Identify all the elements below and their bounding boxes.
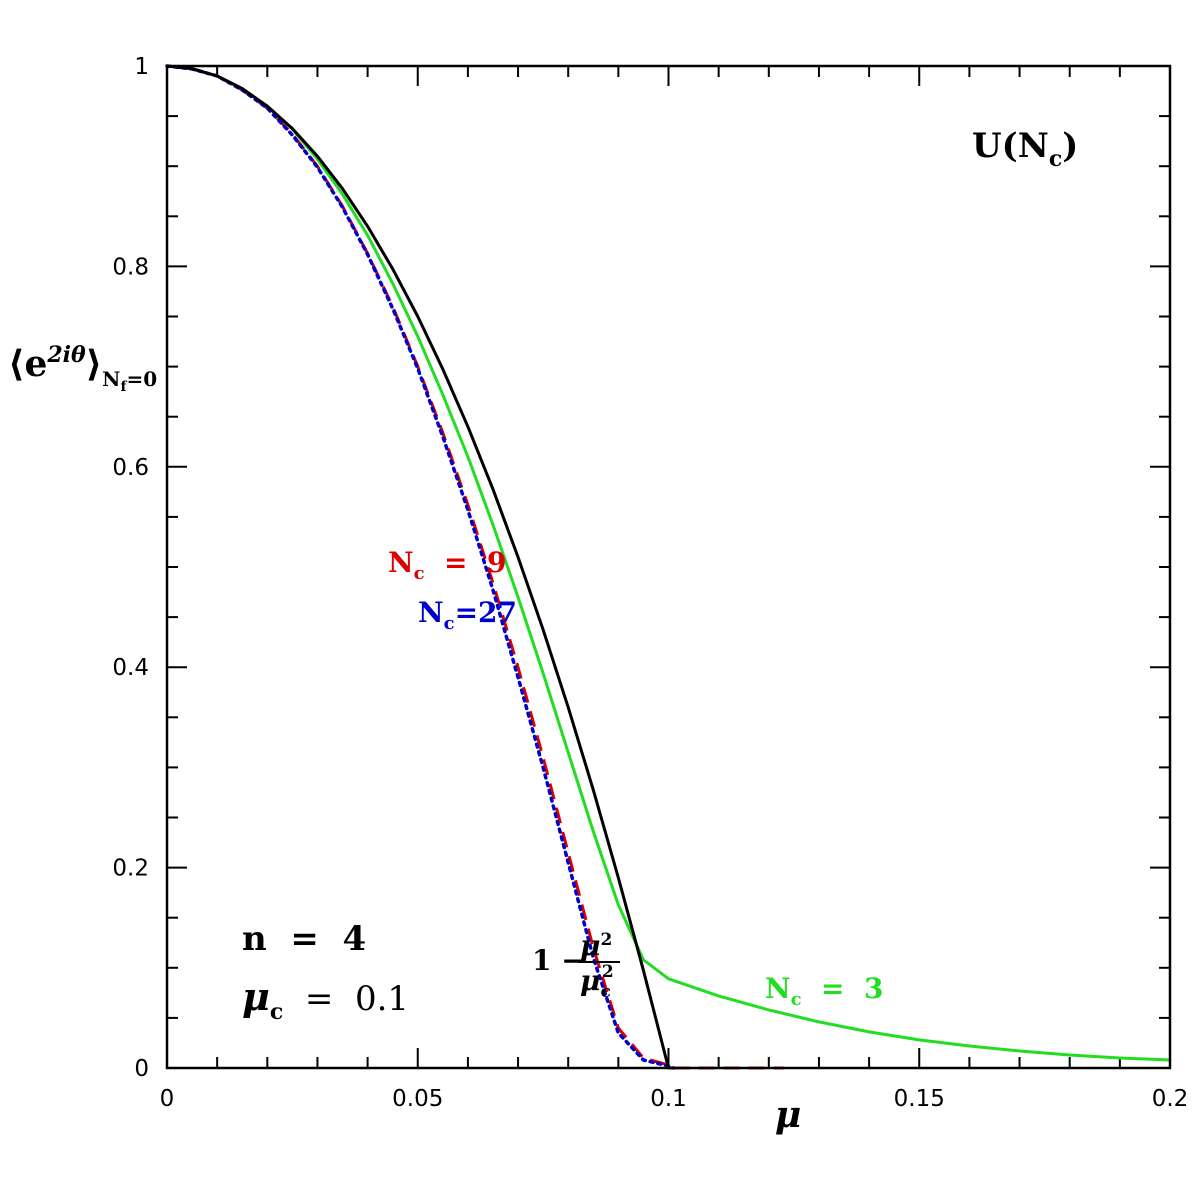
mu-c-rest: = 0.1 <box>283 979 409 1019</box>
series-label-nc27-rest: =27 <box>455 596 517 629</box>
series-label-nc3-main: N <box>765 972 791 1005</box>
x-tick-label: 0.15 <box>894 1086 945 1112</box>
tick-labels: 0 0.05 0.1 0.15 0.2 0 0.2 0.4 0.6 0.8 1 <box>112 54 1188 1112</box>
mu-c-label: μc = 0.1 <box>242 974 409 1025</box>
y-label-sub-rest: =0 <box>126 367 157 391</box>
y-label-main: ⟨e <box>8 343 47 385</box>
x-tick-label: 0.2 <box>1152 1086 1189 1112</box>
formula-denominator: μc2 <box>580 962 614 1002</box>
plot-frame <box>165 64 1172 1070</box>
series-lines <box>165 64 1171 1070</box>
formula-numerator: μ2 <box>580 929 612 962</box>
n-label: n = 4 <box>242 919 366 959</box>
series-label-nc3-rest: = 3 <box>802 972 884 1005</box>
formula-den-mu: μ <box>580 964 601 997</box>
y-label-close: ⟩ <box>86 343 102 385</box>
x-tick-label: 0 <box>160 1086 175 1112</box>
series-label-nc27-main: N <box>418 596 444 629</box>
y-label-sup: 2iθ <box>46 342 86 368</box>
y-label-sub: N <box>102 367 120 391</box>
formula-den-sup: 2 <box>602 962 614 982</box>
x-tick-label: 0.1 <box>650 1086 687 1112</box>
x-axis-label: μ <box>775 1094 801 1136</box>
y-tick-label: 0 <box>134 1056 149 1082</box>
series-label-nc9: Nc = 9 <box>388 546 507 584</box>
series-label-nc9-sub: c <box>414 563 425 584</box>
axis-ticks <box>166 65 1171 1069</box>
formula-label: 1 − μ2 μc2 <box>532 929 620 1002</box>
y-label-sub-sub: f <box>120 379 127 395</box>
series-label-nc9-rest: = 9 <box>425 546 507 579</box>
y-axis-label: ⟨e2iθ⟩Nf=0 <box>8 342 157 395</box>
formula-den-sub: c <box>601 982 611 1002</box>
x-tick-label: 0.05 <box>392 1086 443 1112</box>
formula-num-mu: μ <box>580 929 601 962</box>
formula-one: 1 − <box>532 944 585 977</box>
group-label-sub: c <box>1049 146 1062 172</box>
y-tick-label: 0.4 <box>112 655 149 681</box>
y-tick-label: 1 <box>134 54 149 80</box>
y-tick-label: 0.2 <box>112 856 149 882</box>
series-line-0 <box>166 64 1171 1062</box>
group-label: U(Nc) <box>972 126 1078 172</box>
series-label-nc27-sub: c <box>444 613 455 634</box>
group-label-close: ) <box>1062 126 1078 166</box>
series-label-nc9-main: N <box>388 546 414 579</box>
mu-c-main: μ <box>242 974 270 1019</box>
y-tick-label: 0.8 <box>112 254 149 280</box>
series-line-3 <box>166 64 674 1070</box>
group-label-main: U(N <box>972 126 1049 166</box>
mu-c-sub: c <box>270 999 283 1025</box>
series-label-nc3-sub: c <box>791 989 802 1010</box>
y-tick-label: 0.6 <box>112 455 149 481</box>
series-label-nc3: Nc = 3 <box>765 972 884 1010</box>
series-label-nc27: Nc=27 <box>418 596 517 634</box>
svg-text:⟨e2iθ⟩Nf=0: ⟨e2iθ⟩Nf=0 <box>8 342 157 395</box>
formula-num-sup: 2 <box>601 930 613 950</box>
